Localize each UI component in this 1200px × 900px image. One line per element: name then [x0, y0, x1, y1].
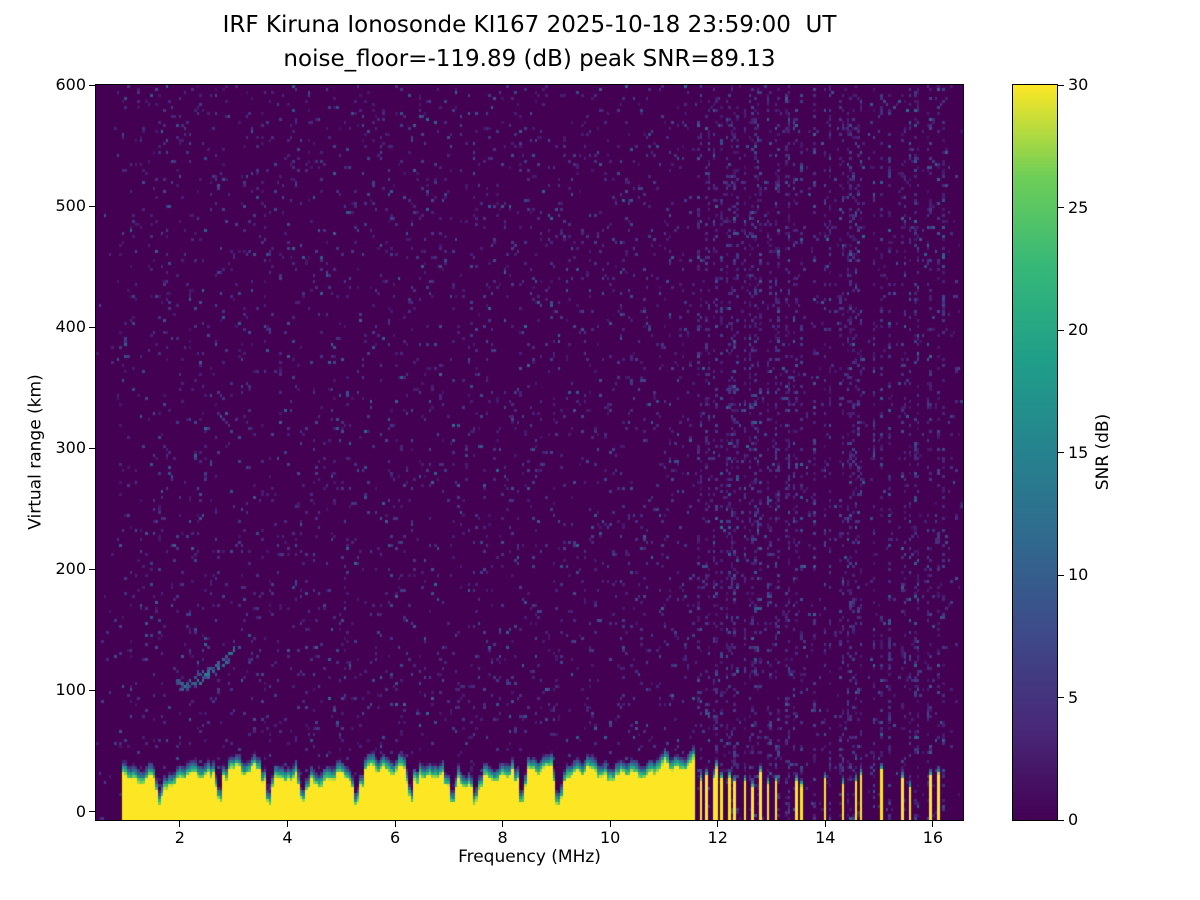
y-tick-label: 400	[55, 317, 86, 337]
x-tick-label: 4	[282, 828, 293, 847]
y-tick-mark	[89, 689, 95, 691]
x-axis-label: Frequency (MHz)	[458, 847, 601, 867]
y-tick-mark	[89, 205, 95, 207]
chart-title-line2: noise_floor=-119.89 (dB) peak SNR=89.13	[283, 46, 776, 72]
plot-area	[95, 84, 964, 821]
x-tick-mark	[502, 821, 504, 827]
y-tick-label: 100	[55, 680, 86, 700]
colorbar-tick-label: 0	[1068, 810, 1079, 829]
colorbar-label: SNR (dB)	[1093, 413, 1114, 491]
x-tick-mark	[286, 821, 288, 827]
y-tick-label: 300	[55, 438, 86, 458]
colorbar-tick-mark	[1058, 574, 1064, 576]
colorbar-tick-label: 25	[1068, 197, 1089, 217]
y-tick-label: 200	[55, 559, 86, 579]
colorbar-tick-label: 5	[1068, 687, 1079, 707]
y-tick-mark	[89, 811, 95, 813]
x-tick-mark	[824, 821, 826, 827]
x-tick-mark	[609, 821, 611, 827]
heatmap-canvas	[96, 85, 963, 820]
y-tick-mark	[89, 84, 95, 86]
y-tick-mark	[89, 568, 95, 570]
x-tick-mark	[932, 821, 934, 827]
colorbar-tick-mark	[1058, 329, 1064, 331]
x-tick-label: 10	[599, 828, 621, 847]
x-tick-mark	[179, 821, 181, 827]
colorbar-tick-label: 15	[1068, 442, 1089, 462]
x-tick-label: 2	[174, 828, 185, 847]
colorbar-tick-mark	[1058, 819, 1064, 821]
x-tick-label: 6	[389, 828, 401, 847]
colorbar-gradient	[1013, 85, 1057, 820]
chart-title: IRF Kiruna Ionosonde KI167 2025-10-18 23…	[96, 8, 963, 76]
x-tick-mark	[717, 821, 719, 827]
x-tick-label: 12	[707, 828, 728, 847]
chart-title-line1: IRF Kiruna Ionosonde KI167 2025-10-18 23…	[222, 12, 837, 38]
colorbar-tick-label: 30	[1068, 75, 1089, 94]
y-tick-mark	[89, 447, 95, 449]
x-tick-label: 8	[497, 828, 508, 847]
y-tick-label: 0	[75, 801, 86, 821]
colorbar-tick-mark	[1058, 452, 1064, 453]
y-tick-mark	[89, 326, 95, 328]
y-tick-label: 600	[55, 75, 86, 94]
colorbar-tick-label: 10	[1068, 565, 1089, 584]
colorbar-tick-label: 20	[1068, 320, 1089, 339]
y-tick-label: 500	[55, 196, 86, 216]
x-tick-label: 16	[922, 828, 944, 847]
colorbar-tick-mark	[1058, 207, 1064, 208]
colorbar-tick-mark	[1058, 697, 1064, 698]
colorbar	[1012, 84, 1058, 821]
x-axis-label-wrap: Frequency (MHz)	[96, 847, 963, 867]
colorbar-tick-mark	[1058, 84, 1064, 86]
x-tick-mark	[394, 821, 396, 827]
x-tick-label: 14	[815, 828, 836, 847]
